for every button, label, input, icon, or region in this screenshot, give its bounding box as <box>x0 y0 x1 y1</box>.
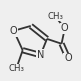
Text: CH₃: CH₃ <box>8 64 24 73</box>
Text: N: N <box>37 50 44 60</box>
Text: CH₃: CH₃ <box>47 12 63 21</box>
Text: O: O <box>10 26 18 36</box>
Text: O: O <box>64 53 72 63</box>
Text: O: O <box>61 23 69 33</box>
